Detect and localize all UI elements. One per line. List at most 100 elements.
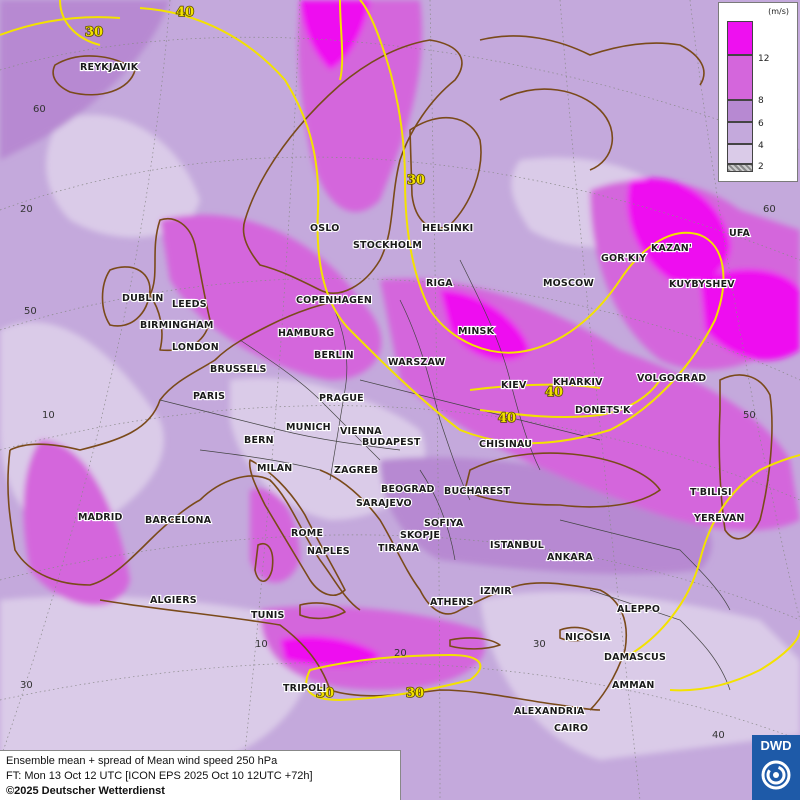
city-label: BERN xyxy=(244,435,274,446)
legend-value: 2 xyxy=(758,162,764,172)
city-label: ROME xyxy=(291,528,323,539)
city-label: ANKARA xyxy=(547,552,593,563)
longitude-label: 20 xyxy=(394,648,407,659)
longitude-label: 40 xyxy=(712,730,725,741)
color-legend: (m/s) 12 8 6 4 2 xyxy=(718,2,798,182)
latitude-label: 30 xyxy=(20,680,33,691)
city-label: VIENNA xyxy=(340,426,382,437)
product-title: Ensemble mean + spread of Mean wind spee… xyxy=(6,755,278,767)
city-label: IZMIR xyxy=(480,586,512,597)
longitude-label: 30 xyxy=(533,639,546,650)
city-label: KUYBYSHEV xyxy=(669,279,735,290)
city-label: DUBLIN xyxy=(122,293,164,304)
dwd-logo-text: DWD xyxy=(760,738,792,753)
copyright-notice: ©2025 Deutscher Wetterdienst xyxy=(6,785,165,797)
isotach-label: 30 xyxy=(406,686,424,701)
isotach-label: 40 xyxy=(545,385,563,400)
dwd-logo: DWD xyxy=(752,735,800,800)
longitude-label: 10 xyxy=(42,410,55,421)
city-label: TUNIS xyxy=(251,610,285,621)
legend-value: 4 xyxy=(758,141,764,151)
city-label: ALEXANDRIA xyxy=(514,706,585,717)
coastlines-and-borders xyxy=(7,35,773,711)
isotach-label: 30 xyxy=(407,173,425,188)
city-labels: REYKJAVIK OSLO STOCKHOLM HELSINKI DUBLIN… xyxy=(77,61,752,735)
city-label: UFA xyxy=(729,228,751,239)
city-label: OSLO xyxy=(310,223,340,234)
legend-value: 8 xyxy=(758,96,764,106)
isotach-label: 40 xyxy=(176,5,194,20)
latitude-label: 60 xyxy=(33,104,46,115)
isotach-labels: 30 40 30 40 40 30 30 xyxy=(84,4,564,702)
city-label: LEEDS xyxy=(172,299,207,310)
city-label: BIRMINGHAM xyxy=(140,320,214,331)
legend-swatch-missing xyxy=(727,164,753,172)
legend-value: 6 xyxy=(758,119,764,129)
city-label: MINSK xyxy=(458,326,495,337)
legend-swatch-4 xyxy=(727,122,753,144)
city-label: MADRID xyxy=(78,512,123,523)
city-label: PARIS xyxy=(193,391,225,402)
city-label: SKOPJE xyxy=(400,530,440,541)
city-label: BUCHAREST xyxy=(444,486,510,497)
latitude-label: 50 xyxy=(24,306,37,317)
city-label: PRAGUE xyxy=(319,393,364,404)
longitude-label: 10 xyxy=(255,639,268,650)
city-label: NAPLES xyxy=(307,546,350,557)
longitude-label: 60 xyxy=(763,204,776,215)
city-label: DONETS'K xyxy=(575,405,631,416)
city-label: AMMAN xyxy=(612,680,655,691)
forecast-time: FT: Mon 13 Oct 12 UTC [ICON EPS 2025 Oct… xyxy=(6,770,313,782)
city-label: BERLIN xyxy=(314,350,354,361)
city-label: KAZAN' xyxy=(651,243,692,254)
latitude-label: 50 xyxy=(743,410,756,421)
wind-speed-shading xyxy=(0,0,800,760)
city-label: ALGIERS xyxy=(150,595,197,606)
legend-swatch-8 xyxy=(727,55,753,100)
city-label: MILAN xyxy=(257,463,292,474)
city-label: BEOGRAD xyxy=(381,484,435,495)
city-label: ALEPPO xyxy=(617,604,660,615)
city-label: COPENHAGEN xyxy=(296,295,372,306)
city-label: MOSCOW xyxy=(543,278,594,289)
city-label: BARCELONA xyxy=(145,515,212,526)
city-label: ATHENS xyxy=(430,597,474,608)
city-label: BRUSSELS xyxy=(210,364,267,375)
swirl-icon xyxy=(761,760,791,790)
legend-swatch-12 xyxy=(727,21,753,55)
isotach-label: 30 xyxy=(316,686,334,701)
graticule-labels: 60 20 50 10 30 60 50 10 20 30 40 xyxy=(20,104,776,741)
city-label: LONDON xyxy=(172,342,219,353)
city-label: STOCKHOLM xyxy=(353,240,422,251)
city-label: ISTANBUL xyxy=(490,540,544,551)
city-label: HAMBURG xyxy=(278,328,334,339)
city-label: DAMASCUS xyxy=(604,652,666,663)
legend-unit: (m/s) xyxy=(768,7,789,16)
city-label: MUNICH xyxy=(286,422,331,433)
city-label: GOR'KIY xyxy=(601,253,646,264)
legend-swatch-6 xyxy=(727,100,753,122)
isotach-label: 30 xyxy=(85,25,103,40)
isotach-lines xyxy=(0,0,800,702)
city-label: NICOSIA xyxy=(565,632,611,643)
city-label: TRIPOLI xyxy=(283,683,326,694)
city-label: SARAJEVO xyxy=(356,498,412,509)
legend-swatch-2 xyxy=(727,144,753,164)
city-label: CHISINAU xyxy=(479,439,532,450)
city-label: BUDAPEST xyxy=(362,437,421,448)
city-label: KIEV xyxy=(501,380,527,391)
city-label: VOLGOGRAD xyxy=(637,373,706,384)
legend-value: 12 xyxy=(758,54,770,64)
city-label: ZAGREB xyxy=(334,465,378,476)
isotach-label: 40 xyxy=(498,411,516,426)
city-label: T'BILISI xyxy=(690,487,732,498)
city-label: SOFIYA xyxy=(424,518,464,529)
city-label: WARSZAW xyxy=(388,357,446,368)
city-label: HELSINKI xyxy=(422,223,473,234)
city-label: CAIRO xyxy=(554,723,588,734)
city-label: KHARKIV xyxy=(553,377,603,388)
city-label: YEREVAN xyxy=(693,513,745,524)
city-label: REYKJAVIK xyxy=(80,62,139,73)
